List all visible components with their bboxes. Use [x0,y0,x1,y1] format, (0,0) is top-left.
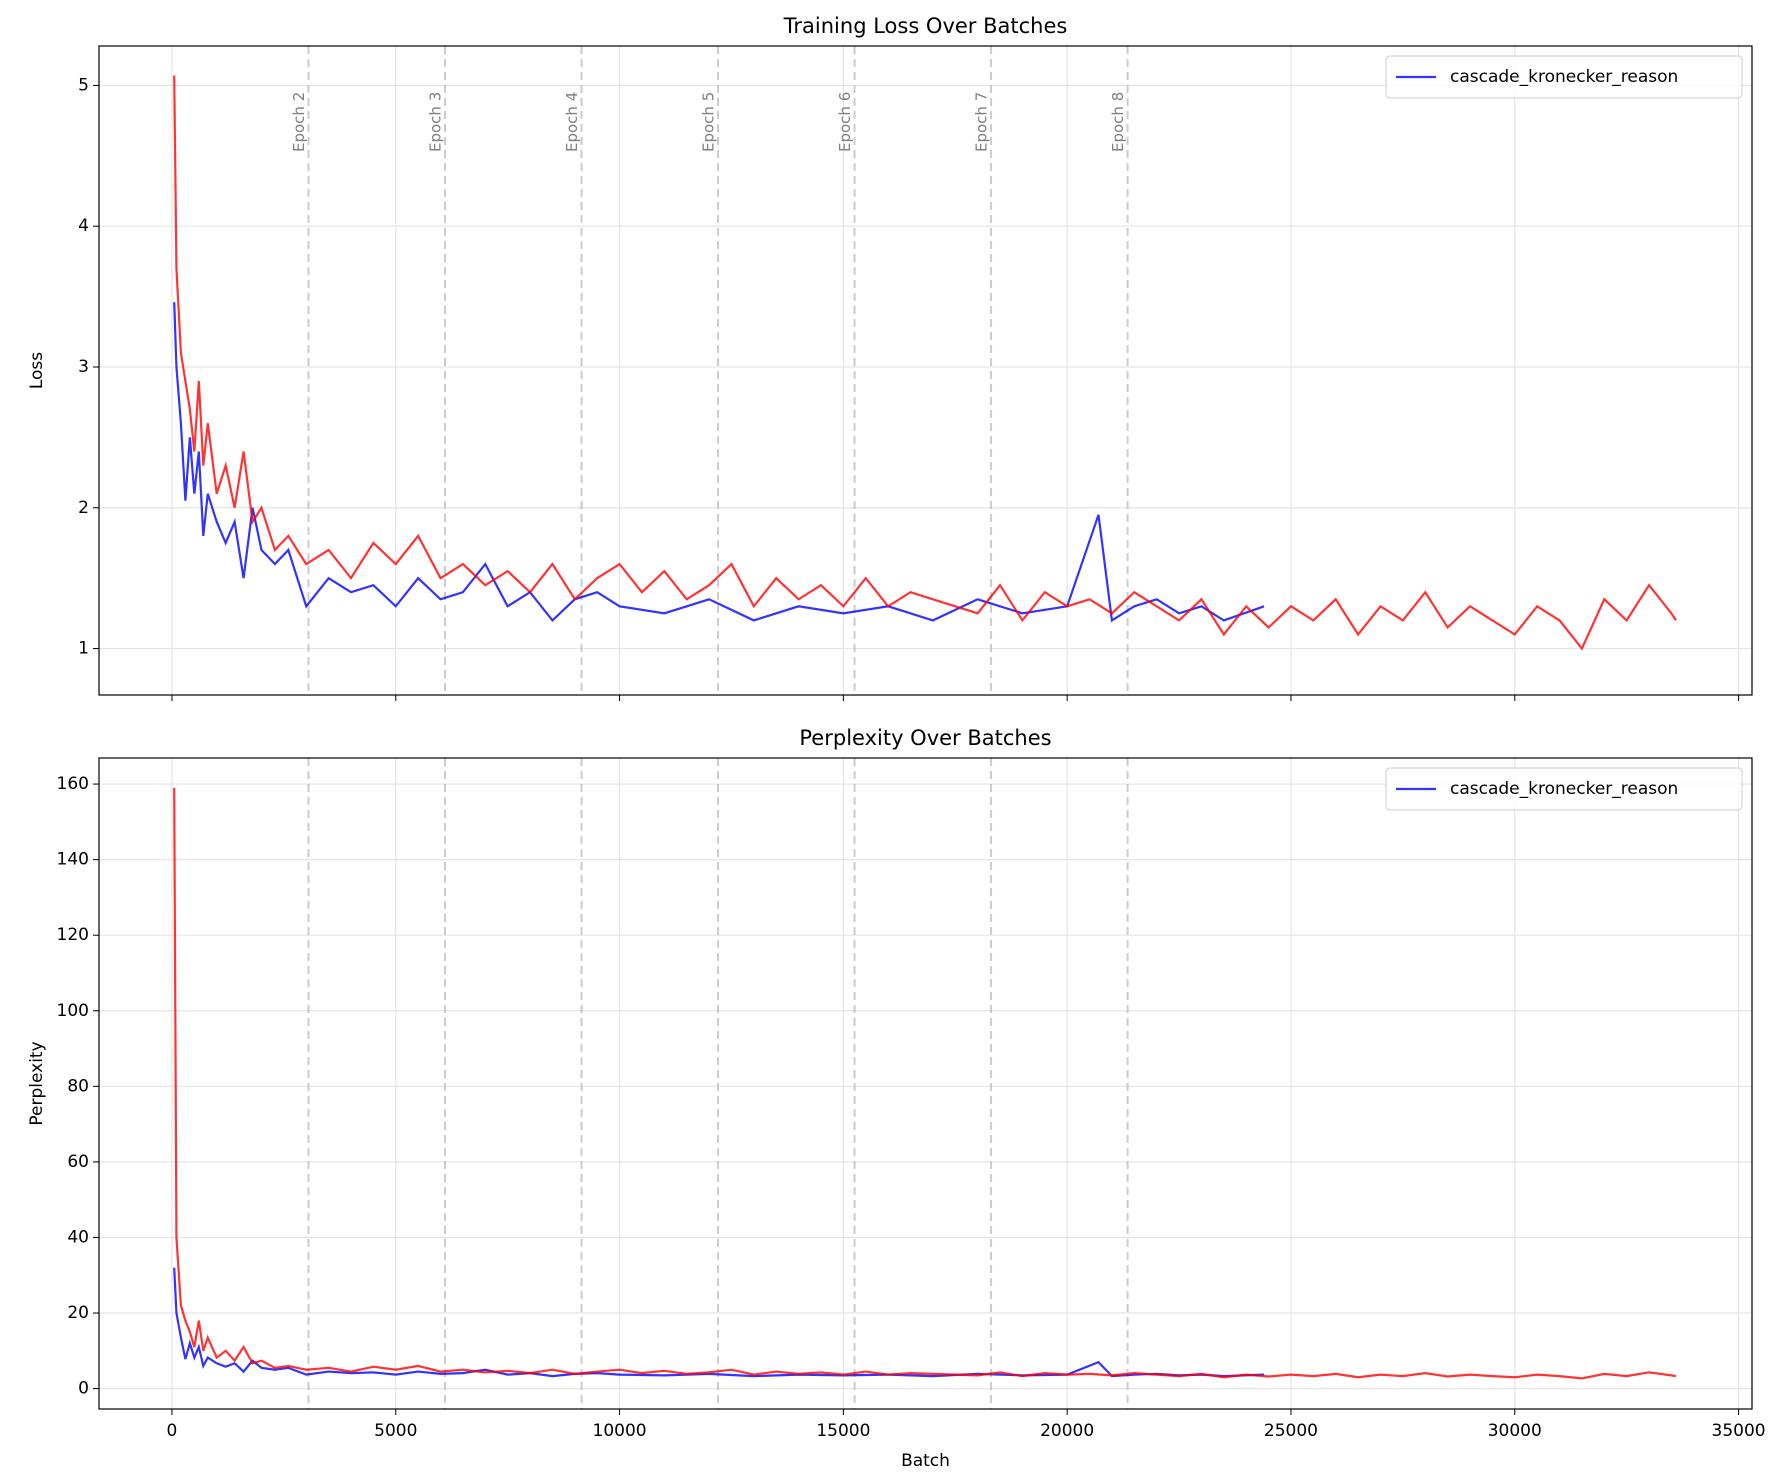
epoch-label: Epoch 3 [426,92,444,152]
y-tick-label: 3 [78,357,89,377]
plot-frame [98,757,1753,1410]
x-tick-label: 30000 [1488,1421,1542,1441]
legend-label: cascade_kronecker_reason [1450,67,1678,87]
y-tick-label: 140 [57,850,89,870]
x-tick-label: 15000 [816,1421,870,1441]
chart-title: Training Loss Over Batches [783,14,1068,38]
y-tick-label: 120 [57,925,89,945]
x-tick-label: 35000 [1712,1421,1766,1441]
x-axis-label: Batch [901,1451,950,1471]
y-tick-label: 40 [67,1227,89,1247]
y-tick-label: 4 [78,216,89,236]
y-tick-label: 5 [78,75,89,95]
legend-box [1385,767,1743,811]
y-axis-label: Loss [27,352,47,389]
epoch-label: Epoch 5 [700,92,718,152]
epoch-label: Epoch 7 [973,92,991,152]
series-line [173,302,1265,623]
y-tick-label: 1 [78,639,89,659]
x-tick-label: 5000 [374,1421,417,1441]
series-line [173,75,1677,651]
y-tick-label: 20 [67,1303,89,1323]
y-tick-label: 60 [67,1152,89,1172]
chart-title: Perplexity Over Batches [799,726,1051,750]
x-tick-label: 10000 [593,1421,647,1441]
legend-label: cascade_kronecker_reason [1450,779,1678,799]
y-tick-label: 100 [57,1001,89,1021]
epoch-label: Epoch 2 [290,92,308,152]
legend-box [1385,55,1743,99]
x-tick-label: 0 [167,1421,178,1441]
series-line [173,1267,1265,1378]
epoch-label: Epoch 8 [1109,92,1127,152]
y-tick-label: 80 [67,1076,89,1096]
y-axis-label: Perplexity [27,1041,47,1125]
y-tick-label: 0 [78,1379,89,1399]
epoch-label: Epoch 6 [836,92,854,152]
series-line [173,787,1677,1380]
x-tick-label: 20000 [1040,1421,1094,1441]
y-tick-label: 2 [78,498,89,518]
epoch-label: Epoch 4 [563,92,581,152]
y-tick-label: 160 [57,774,89,794]
x-tick-label: 25000 [1264,1421,1318,1441]
plot-frame [98,45,1753,696]
